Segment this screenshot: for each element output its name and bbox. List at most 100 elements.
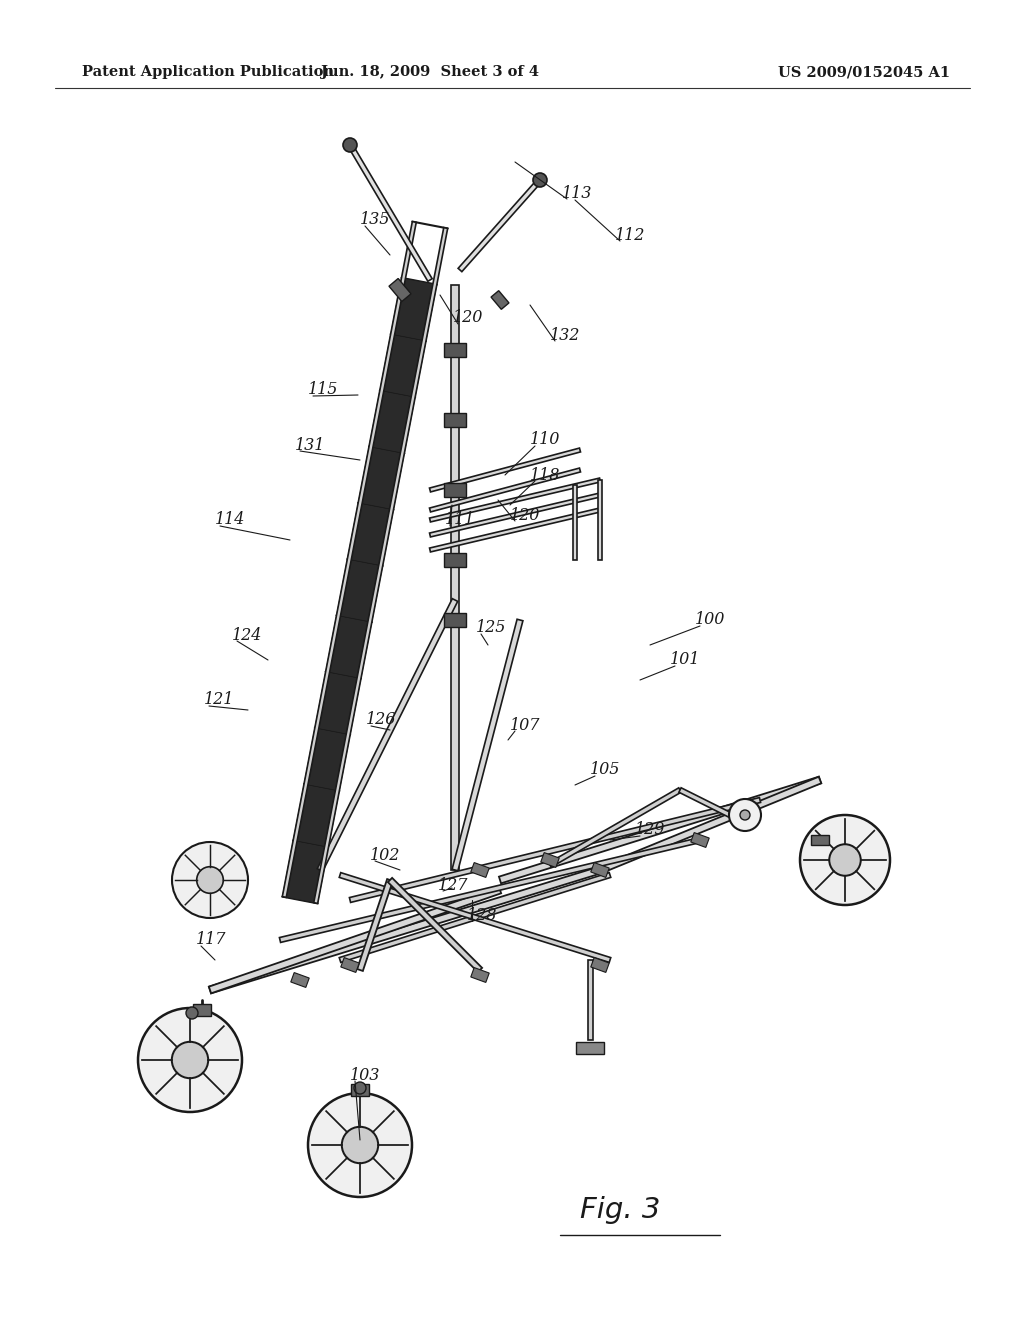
Polygon shape xyxy=(444,612,466,627)
Circle shape xyxy=(172,842,248,917)
Polygon shape xyxy=(588,960,593,1040)
Polygon shape xyxy=(391,277,437,341)
Text: 111: 111 xyxy=(445,511,475,528)
Polygon shape xyxy=(349,797,761,903)
Polygon shape xyxy=(444,553,466,568)
Text: 100: 100 xyxy=(695,611,725,628)
Text: 102: 102 xyxy=(370,846,400,863)
Polygon shape xyxy=(691,833,710,847)
Circle shape xyxy=(354,1082,366,1094)
Text: 110: 110 xyxy=(530,432,560,449)
Polygon shape xyxy=(209,867,601,994)
Text: 126: 126 xyxy=(366,711,396,729)
Text: Fig. 3: Fig. 3 xyxy=(580,1196,660,1224)
Text: 114: 114 xyxy=(215,511,246,528)
Polygon shape xyxy=(209,887,501,994)
Text: 120: 120 xyxy=(510,507,541,524)
Polygon shape xyxy=(358,446,404,510)
Polygon shape xyxy=(304,727,350,791)
Polygon shape xyxy=(429,494,600,537)
Polygon shape xyxy=(347,503,393,566)
Circle shape xyxy=(138,1008,242,1111)
Circle shape xyxy=(740,810,750,820)
Circle shape xyxy=(343,139,357,152)
Text: 105: 105 xyxy=(590,762,621,779)
Text: 128: 128 xyxy=(467,907,498,924)
Polygon shape xyxy=(339,873,610,962)
Polygon shape xyxy=(388,878,482,972)
Polygon shape xyxy=(314,672,361,735)
Polygon shape xyxy=(317,599,458,871)
Polygon shape xyxy=(598,480,602,560)
Text: 107: 107 xyxy=(510,717,541,734)
Circle shape xyxy=(197,867,223,894)
Text: 127: 127 xyxy=(438,876,468,894)
Text: 117: 117 xyxy=(196,932,226,949)
Polygon shape xyxy=(369,391,415,453)
Polygon shape xyxy=(380,334,426,397)
Polygon shape xyxy=(313,227,447,903)
Text: 131: 131 xyxy=(295,437,326,454)
Polygon shape xyxy=(291,973,309,987)
Polygon shape xyxy=(351,1084,369,1096)
Polygon shape xyxy=(591,957,609,973)
Text: 113: 113 xyxy=(562,185,592,202)
Polygon shape xyxy=(549,788,681,867)
Polygon shape xyxy=(458,178,542,272)
Circle shape xyxy=(800,814,890,906)
Polygon shape xyxy=(283,222,416,898)
Circle shape xyxy=(186,1007,198,1019)
Polygon shape xyxy=(591,862,609,878)
Polygon shape xyxy=(471,862,489,878)
Polygon shape xyxy=(389,279,411,301)
Circle shape xyxy=(829,845,861,875)
Circle shape xyxy=(729,799,761,832)
Text: 121: 121 xyxy=(204,692,234,709)
Text: 115: 115 xyxy=(308,381,338,399)
Polygon shape xyxy=(451,285,459,870)
Polygon shape xyxy=(193,1005,211,1016)
Polygon shape xyxy=(429,478,600,521)
Polygon shape xyxy=(444,343,466,356)
Polygon shape xyxy=(499,776,821,883)
Text: 103: 103 xyxy=(350,1067,380,1084)
Circle shape xyxy=(308,1093,412,1197)
Circle shape xyxy=(342,1127,378,1163)
Polygon shape xyxy=(293,784,339,847)
Polygon shape xyxy=(471,968,489,982)
Polygon shape xyxy=(326,615,372,678)
Polygon shape xyxy=(453,619,523,871)
Text: 101: 101 xyxy=(670,652,700,668)
Polygon shape xyxy=(429,469,581,512)
Text: 129: 129 xyxy=(635,821,666,838)
Polygon shape xyxy=(341,957,359,973)
Polygon shape xyxy=(339,873,610,962)
Polygon shape xyxy=(357,879,393,972)
Polygon shape xyxy=(573,484,577,560)
Polygon shape xyxy=(811,836,829,845)
Polygon shape xyxy=(492,290,509,309)
Text: 125: 125 xyxy=(476,619,507,636)
Polygon shape xyxy=(337,560,383,622)
Polygon shape xyxy=(444,413,466,426)
Polygon shape xyxy=(599,776,821,874)
Polygon shape xyxy=(575,1041,604,1053)
Text: 120: 120 xyxy=(453,309,483,326)
Text: 112: 112 xyxy=(615,227,645,243)
Text: Jun. 18, 2009  Sheet 3 of 4: Jun. 18, 2009 Sheet 3 of 4 xyxy=(321,65,539,79)
Polygon shape xyxy=(541,853,559,867)
Polygon shape xyxy=(444,483,466,498)
Text: US 2009/0152045 A1: US 2009/0152045 A1 xyxy=(778,65,950,79)
Polygon shape xyxy=(429,447,581,492)
Text: 135: 135 xyxy=(360,211,390,228)
Polygon shape xyxy=(679,788,741,822)
Text: Patent Application Publication: Patent Application Publication xyxy=(82,65,334,79)
Text: 132: 132 xyxy=(550,326,581,343)
Polygon shape xyxy=(280,838,700,942)
Circle shape xyxy=(172,1041,208,1078)
Text: 118: 118 xyxy=(530,466,560,483)
Circle shape xyxy=(534,173,547,187)
Text: 124: 124 xyxy=(232,627,262,644)
Polygon shape xyxy=(429,508,600,552)
Polygon shape xyxy=(283,841,329,903)
